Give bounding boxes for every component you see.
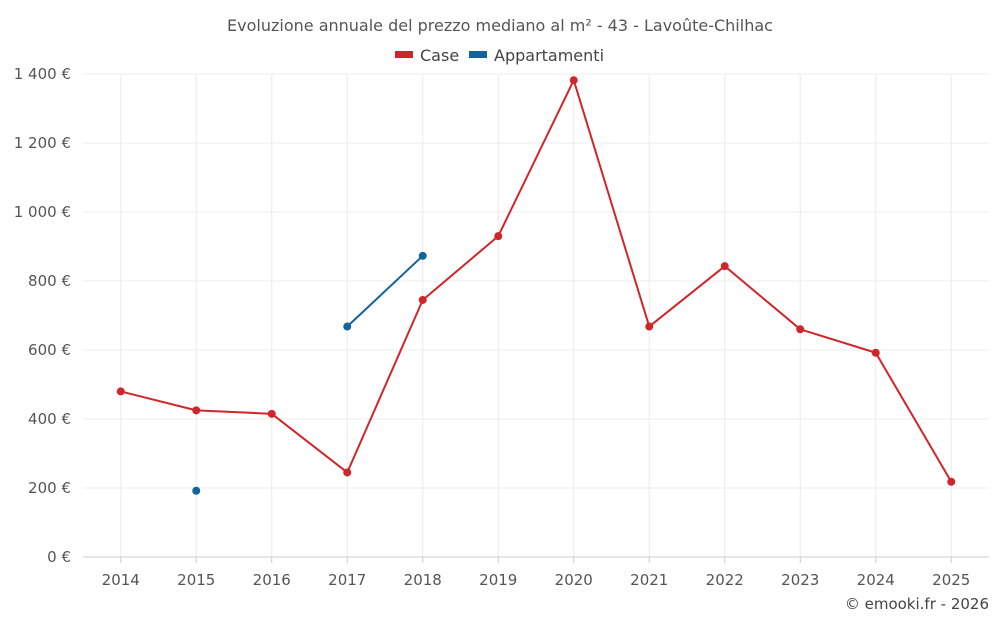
x-tick-label: 2023: [781, 571, 819, 589]
x-tick-label: 2016: [253, 571, 291, 589]
x-tick-label: 2020: [555, 571, 593, 589]
x-tick-label: 2018: [404, 571, 442, 589]
data-point-case-2021[interactable]: [645, 322, 654, 331]
series: [116, 76, 956, 495]
axes: 0 € 200 € 400 € 600 € 800 € 1 000 € 1 200 € 1 4…: [14, 65, 989, 589]
series-line-case: [119, 390, 198, 412]
series-line-case: [723, 265, 802, 331]
data-point-case-2020[interactable]: [569, 76, 578, 85]
series-line-case: [497, 79, 575, 238]
x-tick-label: 2024: [857, 571, 895, 589]
x-tick-label: 2022: [706, 571, 744, 589]
y-tick-label: 600 €: [28, 341, 71, 359]
data-point-case-2023[interactable]: [796, 325, 805, 334]
x-tick-label: 2019: [479, 571, 517, 589]
data-point-appartamenti-2018[interactable]: [418, 251, 427, 260]
series-line-case: [648, 265, 726, 328]
x-tick-label: 2021: [630, 571, 668, 589]
series-line-case: [421, 235, 500, 301]
x-tick-label: 2017: [328, 571, 366, 589]
data-point-case-2025[interactable]: [947, 477, 956, 486]
legend: Case Appartamenti: [395, 46, 604, 65]
y-tick-label: 1 400 €: [14, 65, 71, 83]
y-tick-label: 0 €: [47, 548, 71, 566]
y-tick-label: 1 000 €: [14, 203, 71, 221]
y-tick-label: 400 €: [28, 410, 71, 428]
data-point-case-2016[interactable]: [267, 409, 276, 418]
legend-swatch-appartamenti: [469, 51, 487, 58]
series-line-case: [270, 412, 349, 474]
series-line-case: [195, 409, 273, 415]
y-tick-label: 1 200 €: [14, 134, 71, 152]
data-point-appartamenti-2017[interactable]: [343, 322, 352, 331]
data-point-case-2024[interactable]: [871, 348, 880, 357]
series-line-case: [346, 298, 424, 474]
data-point-appartamenti-2015[interactable]: [192, 486, 201, 495]
chart-title: Evoluzione annuale del prezzo mediano al…: [227, 16, 773, 35]
data-point-case-2014[interactable]: [116, 387, 125, 396]
series-line-case: [572, 79, 651, 328]
grid: [83, 73, 989, 557]
series-line-case: [799, 328, 877, 354]
y-tick-label: 200 €: [28, 479, 71, 497]
series-line-appartamenti: [346, 254, 424, 328]
series-line-case: [874, 351, 953, 483]
x-tick-label: 2025: [932, 571, 970, 589]
data-point-case-2017[interactable]: [343, 468, 352, 477]
credit: © emooki.fr - 2026: [845, 595, 989, 613]
data-point-case-2015[interactable]: [192, 406, 201, 415]
legend-item-case[interactable]: Case: [395, 46, 459, 65]
data-point-case-2019[interactable]: [494, 232, 503, 241]
legend-item-appartamenti[interactable]: Appartamenti: [469, 46, 604, 65]
legend-label-appartamenti: Appartamenti: [494, 46, 604, 65]
data-point-case-2018[interactable]: [418, 295, 427, 304]
x-tick-label: 2014: [102, 571, 140, 589]
data-point-case-2022[interactable]: [720, 262, 729, 271]
y-tick-label: 800 €: [28, 272, 71, 290]
legend-label-case: Case: [420, 46, 459, 65]
x-tick-label: 2015: [177, 571, 215, 589]
legend-swatch-case: [395, 51, 413, 58]
